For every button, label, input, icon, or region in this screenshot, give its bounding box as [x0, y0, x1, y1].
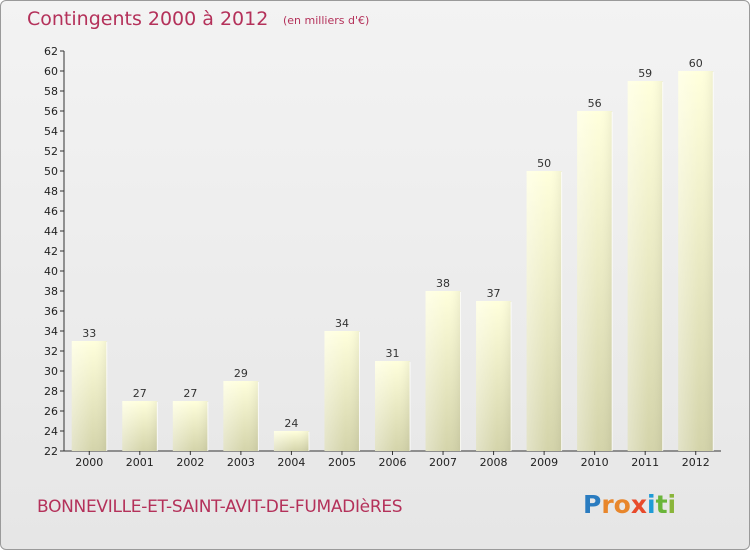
- y-tick-label: 60: [44, 65, 58, 78]
- brand-letter: o: [613, 490, 631, 519]
- x-tick-label: 2000: [75, 456, 103, 469]
- x-tick-label: 2009: [530, 456, 558, 469]
- bars: [71, 71, 714, 451]
- x-tick-label: 2001: [126, 456, 154, 469]
- chart-subtitle: (en milliers d'€): [283, 14, 370, 27]
- bar-shade: [425, 291, 461, 451]
- data-label: 56: [588, 97, 602, 110]
- data-label: 31: [386, 347, 400, 360]
- x-tick-label: 2010: [581, 456, 609, 469]
- data-label: 37: [487, 287, 501, 300]
- bar-shade: [223, 381, 259, 451]
- y-tick-label: 46: [44, 205, 58, 218]
- bar-shade: [678, 71, 714, 451]
- y-tick-label: 22: [44, 445, 58, 458]
- bar-shade: [627, 81, 663, 451]
- chart-title: Contingents 2000 à 2012: [27, 8, 269, 30]
- data-label: 24: [284, 417, 298, 430]
- brand-letter: i: [647, 490, 656, 519]
- y-tick-label: 54: [44, 125, 58, 138]
- bar-shade: [122, 401, 158, 451]
- bar-shade: [526, 171, 562, 451]
- y-tick-label: 48: [44, 185, 58, 198]
- y-tick-label: 62: [44, 45, 58, 58]
- x-tick-label: 2002: [176, 456, 204, 469]
- data-label: 50: [537, 157, 551, 170]
- brand-letter: P: [583, 490, 602, 519]
- data-labels: 33 27 27 29 24 34 31 38 37 50 56 59 60: [82, 57, 702, 430]
- brand-letter: i: [667, 490, 677, 519]
- x-tick-label: 2006: [379, 456, 407, 469]
- y-tick-label: 50: [44, 165, 58, 178]
- bar-shade: [273, 431, 309, 451]
- y-tick-label: 40: [44, 265, 58, 278]
- y-tick-label: 56: [44, 105, 58, 118]
- y-tick-label: 44: [44, 225, 58, 238]
- bar-shade: [375, 361, 410, 451]
- y-tick-label: 38: [44, 285, 58, 298]
- data-label: 38: [436, 277, 450, 290]
- x-tick-label: 2012: [682, 456, 710, 469]
- data-label: 34: [335, 317, 349, 330]
- bar-chart: 22 24 26 28 30 32 34 36 38 40 42 44 46 48 50 52 54 56 58 60…: [44, 45, 721, 469]
- brand-letter: x: [630, 490, 647, 519]
- commune-name: BONNEVILLE-ET-SAINT-AVIT-DE-FUMADIèRES: [37, 497, 403, 517]
- bar-shade: [172, 401, 208, 451]
- y-tick-label: 32: [44, 345, 58, 358]
- x-tick-label: 2007: [429, 456, 457, 469]
- x-tick-label: 2008: [480, 456, 508, 469]
- y-tick-label: 26: [44, 405, 58, 418]
- brand-letter: t: [655, 490, 668, 519]
- data-label: 60: [689, 57, 703, 70]
- bar-shade: [324, 331, 360, 451]
- data-label: 29: [234, 367, 248, 380]
- y-tick-label: 42: [44, 245, 58, 258]
- y-tick-label: 28: [44, 385, 58, 398]
- y-tick-label: 52: [44, 145, 58, 158]
- bar-shade: [71, 341, 107, 451]
- x-tick-label: 2004: [277, 456, 305, 469]
- bar-shade: [577, 111, 613, 451]
- y-tick-label: 34: [44, 325, 58, 338]
- y-tick-label: 58: [44, 85, 58, 98]
- data-label: 27: [183, 387, 197, 400]
- y-tick-label: 30: [44, 365, 58, 378]
- y-axis: 22 24 26 28 30 32 34 36 38 40 42 44 46 48 50 52 54 56 58 60…: [44, 45, 65, 458]
- x-tick-label: 2003: [227, 456, 255, 469]
- brand-letter: r: [601, 490, 614, 519]
- data-label: 33: [82, 327, 96, 340]
- x-tick-label: 2005: [328, 456, 356, 469]
- data-label: 27: [133, 387, 147, 400]
- y-tick-label: 36: [44, 305, 58, 318]
- x-tick-label: 2011: [631, 456, 659, 469]
- proxiti-logo: Proxiti: [583, 490, 676, 519]
- bar-shade: [476, 301, 512, 451]
- x-axis: 2000 2001 2002 2003 2004 2005 2006 2007 2008 2009…: [64, 450, 721, 469]
- data-label: 59: [638, 67, 652, 80]
- y-tick-label: 24: [44, 425, 58, 438]
